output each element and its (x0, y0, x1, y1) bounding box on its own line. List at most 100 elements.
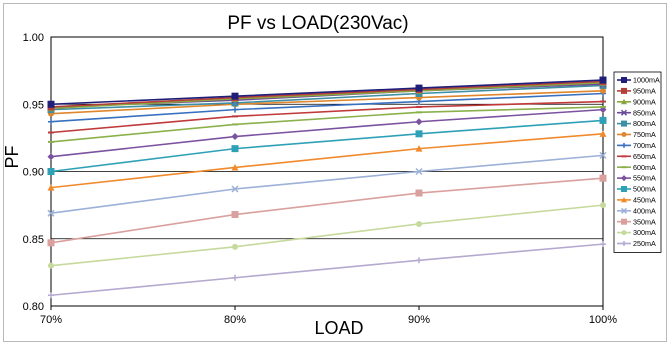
x-tick-label: 90% (408, 314, 430, 326)
legend-item: 800mA (617, 119, 656, 128)
legend-label: 650mA (633, 152, 656, 161)
y-tick-label: 1.00 (23, 32, 44, 44)
legend-marker (621, 98, 627, 105)
legend-marker (621, 218, 627, 225)
series-layer (47, 76, 607, 299)
series-450mA (47, 130, 607, 191)
data-point (231, 163, 239, 171)
data-point (415, 130, 423, 138)
data-point (599, 130, 607, 137)
data-point (600, 202, 606, 209)
data-point (48, 262, 54, 269)
series-line (50, 177, 604, 244)
x-tick-label: 100% (589, 314, 617, 326)
legend-marker (621, 142, 627, 148)
legend-item: 750mA (617, 130, 656, 139)
series-650mA (48, 100, 606, 134)
legend-label: 1000mA (633, 76, 660, 85)
legend-label: 450mA (633, 196, 656, 205)
legend-label: 800mA (633, 119, 656, 128)
data-point (232, 106, 238, 113)
data-point (416, 257, 422, 264)
x-axis-label: LOAD (314, 318, 363, 338)
data-point (48, 118, 54, 125)
legend-label: 700mA (633, 141, 656, 150)
legend-label: 850mA (633, 108, 656, 117)
series-line (50, 108, 604, 158)
data-point (599, 76, 607, 84)
series-line (50, 106, 604, 143)
data-point (48, 292, 54, 299)
data-point (232, 274, 238, 281)
series-line (50, 243, 604, 297)
legend-item: 550mA (617, 174, 656, 183)
legend-item: 600mA (617, 163, 656, 172)
legend-label: 600mA (633, 163, 656, 172)
legend-marker (621, 241, 627, 246)
series-line (50, 100, 604, 134)
y-tick-label: 0.95 (23, 99, 44, 111)
data-point (415, 189, 423, 197)
series-line (50, 79, 604, 106)
data-point (600, 241, 606, 248)
legend-label: 400mA (633, 206, 656, 215)
data-point (599, 174, 607, 182)
data-point (415, 118, 423, 126)
legend-marker (621, 77, 627, 83)
legend-label: 550mA (633, 174, 656, 183)
legend-item: 350mA (617, 217, 656, 226)
legend-item: 500mA (617, 185, 656, 194)
legend-marker (621, 230, 627, 236)
legend-label: 750mA (633, 130, 656, 139)
series-550mA (47, 106, 607, 161)
series-300mA (48, 202, 606, 269)
legend-item: 1000mA (617, 76, 660, 85)
data-point (231, 185, 239, 193)
legend-item: 900mA (617, 97, 656, 106)
grid-layer (50, 36, 604, 307)
legend-marker (621, 186, 627, 192)
data-point (415, 84, 423, 92)
y-tick-label: 0.85 (23, 234, 44, 246)
series-line (50, 133, 604, 189)
legend-marker (621, 132, 627, 137)
series-250mA (48, 241, 606, 299)
data-point (232, 243, 238, 250)
legend-label: 300mA (633, 228, 656, 237)
axis-layer: 0.80 0.85 0.90 0.95 1.00 70% 80% 90% 100% (23, 32, 618, 326)
data-point (47, 184, 55, 191)
data-point (231, 145, 239, 153)
legend-item: 700mA (617, 141, 656, 150)
series-line (50, 81, 604, 110)
y-tick-label: 0.90 (23, 167, 44, 179)
legend-marker (621, 87, 627, 94)
legend-item: 450mA (617, 196, 656, 205)
legend-label: 250mA (633, 239, 656, 248)
legend-item: 850mA (617, 108, 656, 117)
series-line (50, 90, 604, 115)
legend-label: 350mA (633, 217, 656, 226)
legend-item: 650mA (617, 152, 656, 161)
y-axis-label: PF (4, 145, 22, 168)
legend-label: 500mA (633, 185, 656, 194)
legend-marker (621, 175, 627, 182)
chart-title: PF vs LOAD(230Vac) (227, 13, 408, 34)
series-500mA (47, 116, 607, 175)
data-point (231, 211, 239, 219)
data-point (415, 145, 423, 152)
legend-marker (621, 196, 627, 203)
series-600mA (48, 105, 606, 143)
legend-item: 400mA (617, 206, 656, 215)
series-700mA (48, 90, 606, 125)
series-400mA (47, 151, 607, 217)
data-point (599, 151, 607, 159)
y-tick-label: 0.80 (23, 301, 44, 313)
legend-marker (621, 120, 627, 127)
series-350mA (47, 174, 607, 247)
data-point (231, 92, 239, 100)
series-line (50, 154, 604, 214)
legend-item: 950mA (617, 87, 656, 96)
data-point (231, 133, 239, 141)
legend-label: 950mA (633, 87, 656, 96)
